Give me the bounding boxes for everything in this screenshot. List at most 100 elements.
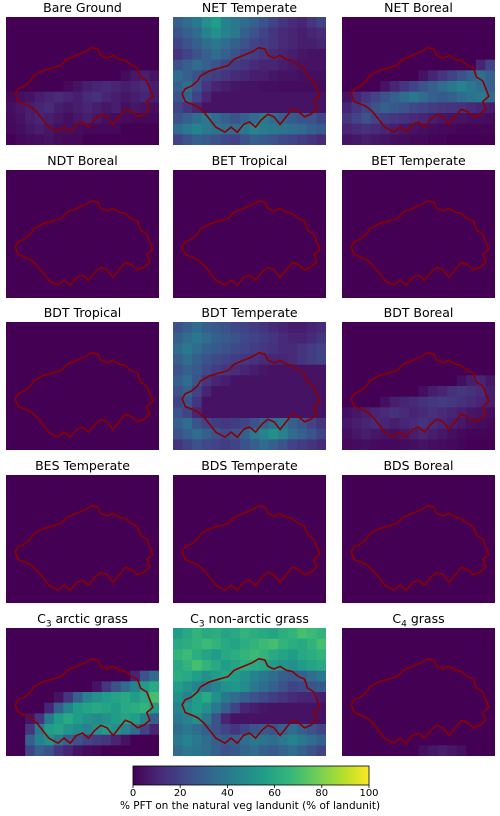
heatmap-cell: [211, 375, 222, 387]
heatmap-cell: [220, 81, 231, 93]
heatmap-cell: [6, 354, 17, 366]
heatmap-cell: [428, 549, 439, 561]
heatmap-cell: [15, 560, 26, 572]
heatmap-cell: [72, 670, 84, 682]
heatmap-cell: [428, 354, 439, 366]
heatmap-cell: [361, 17, 372, 29]
heatmap-cell: [53, 170, 64, 182]
heatmap-cell: [34, 428, 45, 440]
heatmap-cell: [239, 364, 251, 376]
heatmap-cell: [44, 649, 55, 661]
heatmap-cell: [437, 539, 448, 551]
heatmap-cell: [111, 244, 122, 256]
heatmap-cell: [192, 692, 203, 704]
heatmap-cell: [6, 343, 17, 355]
heatmap-cell: [249, 592, 260, 603]
heatmap-cell: [120, 670, 131, 682]
heatmap-cell: [34, 180, 45, 192]
heatmap-cell: [428, 91, 439, 103]
heatmap-svg: [342, 628, 495, 756]
heatmap-cell: [15, 332, 26, 344]
heatmap-cell: [297, 180, 308, 192]
heatmap-cell: [34, 539, 45, 551]
heatmap-cell: [316, 628, 326, 640]
heatmap-cell: [437, 102, 448, 114]
heatmap-cell: [278, 581, 289, 593]
heatmap-cell: [25, 670, 36, 682]
heatmap-cell: [316, 507, 326, 519]
heatmap-cell: [201, 17, 212, 29]
heatmap-cell: [297, 549, 308, 561]
heatmap-cell: [408, 180, 420, 192]
heatmap-cell: [130, 180, 141, 192]
heatmap-cell: [249, 528, 260, 540]
heatmap-cell: [389, 70, 400, 82]
heatmap-cell: [278, 528, 289, 540]
heatmap-cell: [149, 202, 159, 214]
heatmap-cell: [437, 70, 448, 82]
heatmap-cell: [101, 549, 112, 561]
heatmap-cell: [111, 386, 122, 398]
heatmap-cell: [111, 670, 122, 682]
heatmap-cell: [485, 354, 495, 366]
heatmap-cell: [259, 692, 270, 704]
heatmap-cell: [34, 628, 45, 640]
heatmap-cell: [389, 59, 400, 71]
heatmap-cell: [437, 517, 448, 529]
heatmap-cell: [316, 734, 326, 746]
heatmap-cell: [201, 418, 212, 430]
heatmap-cell: [6, 670, 17, 682]
heatmap-cell: [44, 745, 55, 756]
heatmap-cell: [370, 702, 381, 714]
heatmap-cell: [44, 17, 55, 29]
heatmap-cell: [466, 560, 477, 572]
heatmap-cell: [63, 38, 74, 50]
heatmap-cell: [399, 38, 410, 50]
heatmap-cell: [72, 59, 84, 71]
heatmap-cell: [428, 418, 439, 430]
heatmap-cell: [259, 212, 270, 224]
heatmap-cell: [287, 59, 298, 71]
heatmap-cell: [182, 560, 193, 572]
heatmap-cell: [211, 649, 222, 661]
heatmap-cell: [389, 571, 400, 583]
map-panel: C3 non-arctic grass: [173, 611, 326, 756]
heatmap-cell: [268, 212, 279, 224]
heatmap-cell: [211, 266, 222, 278]
heatmap-cell: [15, 49, 26, 61]
heatmap-cell: [149, 428, 159, 440]
heatmap-cell: [120, 255, 131, 267]
heatmap-cell: [92, 507, 103, 519]
heatmap-cell: [34, 223, 45, 235]
heatmap-cell: [389, 386, 400, 398]
heatmap-cell: [428, 528, 439, 540]
heatmap-cell: [111, 571, 122, 583]
heatmap-cell: [44, 549, 55, 561]
heatmap-cell: [408, 102, 420, 114]
heatmap-cell: [399, 475, 410, 487]
heatmap-cell: [485, 418, 495, 430]
heatmap-cell: [6, 713, 17, 725]
heatmap-cell: [6, 266, 17, 278]
heatmap-cell: [25, 560, 36, 572]
heatmap-cell: [63, 27, 74, 39]
heatmap-cell: [485, 59, 495, 71]
heatmap-cell: [192, 91, 203, 103]
heatmap-cell: [475, 702, 487, 714]
heatmap-cell: [466, 681, 477, 693]
switzerland-outline: [14, 199, 154, 287]
heatmap-cell: [239, 17, 251, 29]
heatmap-cell: [149, 507, 159, 519]
heatmap-cell: [53, 234, 64, 246]
heatmap-cell: [408, 475, 420, 487]
heatmap-cell: [259, 180, 270, 192]
heatmap-cell: [92, 191, 103, 203]
heatmap-cell: [25, 223, 36, 235]
heatmap-cell: [220, 332, 231, 344]
heatmap-cell: [15, 202, 26, 214]
heatmap-cell: [130, 17, 141, 29]
heatmap-cell: [63, 180, 74, 192]
heatmap-cell: [249, 81, 260, 93]
map-panel: BDT Temperate: [173, 305, 326, 450]
heatmap-cell: [120, 49, 131, 61]
